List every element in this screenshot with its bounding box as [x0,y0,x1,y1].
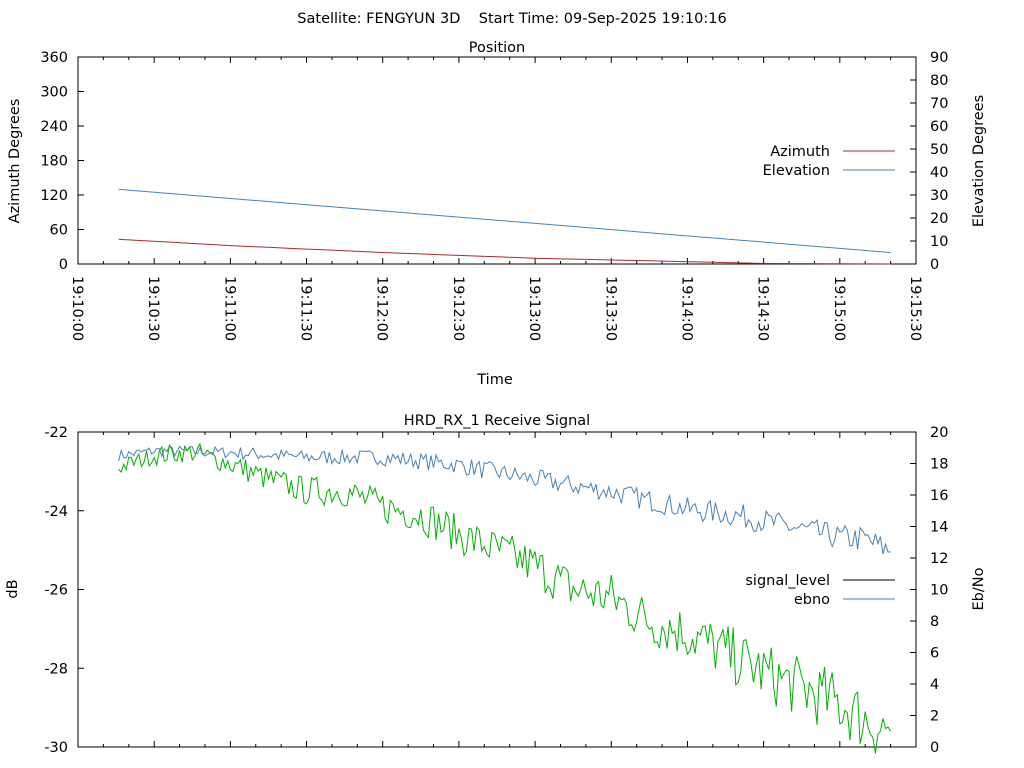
y2-tick-label: 12 [930,551,948,567]
y2-tick-label: 80 [930,73,948,89]
legend-label-elevation: Elevation [763,163,830,179]
y2-tick-label: 18 [930,457,948,473]
y-tick-label: -28 [44,661,68,677]
x-tick-label: 19:15:00 [831,276,847,341]
y2-tick-label: 50 [930,142,948,158]
series-line-ebno [118,445,891,555]
x-tick-label: 19:14:00 [678,276,694,341]
x-tick-label: 19:12:00 [374,276,390,341]
position-y2-axis-label: Elevation Degrees [971,95,987,227]
legend-label-signal-level: signal_level [745,573,830,589]
y2-tick-label: 0 [930,257,939,273]
x-tick-label: 19:14:30 [755,276,771,341]
x-tick-label: 19:12:30 [450,276,466,341]
y-tick-label: -26 [44,583,68,599]
position-x-axis-label: Time [476,372,513,388]
x-tick-label: 19:10:30 [145,276,161,341]
y2-tick-label: 4 [930,677,939,693]
y2-tick-label: 20 [930,425,948,441]
series-line-Azimuth [118,238,891,265]
y-tick-label: 240 [40,119,68,135]
report-title: Satellite: FENGYUN 3D Start Time: 09-Sep… [297,11,726,27]
signal-legend: signal_level ebno [745,573,895,608]
position-y-axis-label: Azimuth Degrees [7,99,23,224]
series-line-Elevation [118,188,891,253]
y2-tick-label: 14 [930,520,948,536]
y2-tick-label: 40 [930,165,948,181]
y2-tick-label: 2 [930,709,939,725]
signal-plot-frame [77,431,917,748]
y-tick-label: -30 [44,740,68,756]
y2-tick-label: 90 [930,50,948,66]
y2-tick-label: 10 [930,583,948,599]
y-tick-label: 180 [40,154,68,170]
y-tick-label: 120 [40,188,68,204]
y-tick-label: 0 [59,257,68,273]
y-tick-label: -22 [44,425,68,441]
y2-tick-label: 8 [930,614,939,630]
signal-chart-title: HRD_RX_1 Receive Signal [404,413,590,429]
x-tick-label: 19:10:00 [69,276,85,341]
y2-tick-label: 60 [930,119,948,135]
y2-tick-label: 16 [930,488,948,504]
series-line-unlabelled-2 [118,442,892,754]
position-chart-title: Position [469,40,525,56]
position-chart: Position Azimuth Degrees Elevation Degre… [7,40,987,388]
receive-signal-chart: HRD_RX_1 Receive Signal dB Eb/No -30 -28 -… [5,413,987,756]
x-tick-label: 19:13:30 [602,276,618,341]
legend-label-azimuth: Azimuth [770,144,830,160]
legend-label-ebno: ebno [794,592,830,608]
y-tick-label: -24 [44,504,68,520]
y2-tick-label: 6 [930,646,939,662]
y2-tick-label: 0 [930,740,939,756]
x-tick-label: 19:11:30 [298,276,314,341]
y2-tick-label: 30 [930,188,948,204]
signal-y2-axis-label: Eb/No [971,567,987,610]
y2-tick-label: 70 [930,96,948,112]
x-tick-label: 19:15:30 [907,276,923,341]
y-tick-label: 360 [40,50,68,66]
x-tick-label: 19:11:00 [221,276,237,341]
y-tick-label: 60 [50,223,68,239]
y2-tick-label: 10 [930,234,948,250]
signal-y-axis-label: dB [5,579,21,598]
y-tick-label: 300 [40,85,68,101]
x-tick-label: 19:13:00 [526,276,542,341]
position-plot-frame [77,56,917,265]
position-legend: Azimuth Elevation [763,144,895,179]
y2-tick-label: 20 [930,211,948,227]
